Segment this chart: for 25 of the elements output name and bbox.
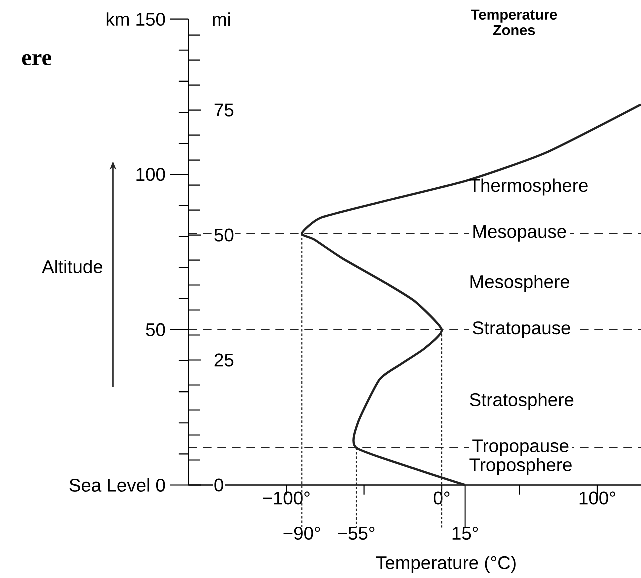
x-tick-label: −100° xyxy=(263,492,310,505)
y2-tick-label: 0 xyxy=(214,478,224,492)
x-tick-label: 100° xyxy=(580,492,616,505)
text: ere xyxy=(22,54,52,66)
ref-line-label: −90° xyxy=(284,526,320,540)
y-tick-label: Sea Level 0 xyxy=(70,478,166,492)
annotation: Thermosphere xyxy=(470,178,588,196)
annotation: Troposphere xyxy=(470,458,572,476)
y-tick-label: km 150 xyxy=(106,12,166,26)
ref-line-label: Tropopause xyxy=(472,440,569,456)
y2-axis-title: mi xyxy=(213,12,230,26)
y2-tick-label: 75 xyxy=(214,104,234,117)
ref-line-label: Stratopause xyxy=(473,322,570,338)
y2-tick-label: 25 xyxy=(214,354,234,367)
x-axis-title: Temperature (°C) xyxy=(376,556,516,574)
annotation: Mesosphere xyxy=(470,274,570,292)
y-tick-label: 50 xyxy=(146,323,166,336)
y-tick-label: 100 xyxy=(136,168,166,182)
annotation: Temperature Zones xyxy=(471,10,558,36)
y2-tick-label: 50 xyxy=(214,228,234,242)
ref-line-label: Mesopause xyxy=(474,225,566,242)
y-axis-title: Altitude xyxy=(42,260,103,274)
ref-line-label: −55° xyxy=(338,526,375,540)
ref-line-label: 15° xyxy=(452,526,478,540)
annotation: Stratosphere xyxy=(470,392,574,410)
